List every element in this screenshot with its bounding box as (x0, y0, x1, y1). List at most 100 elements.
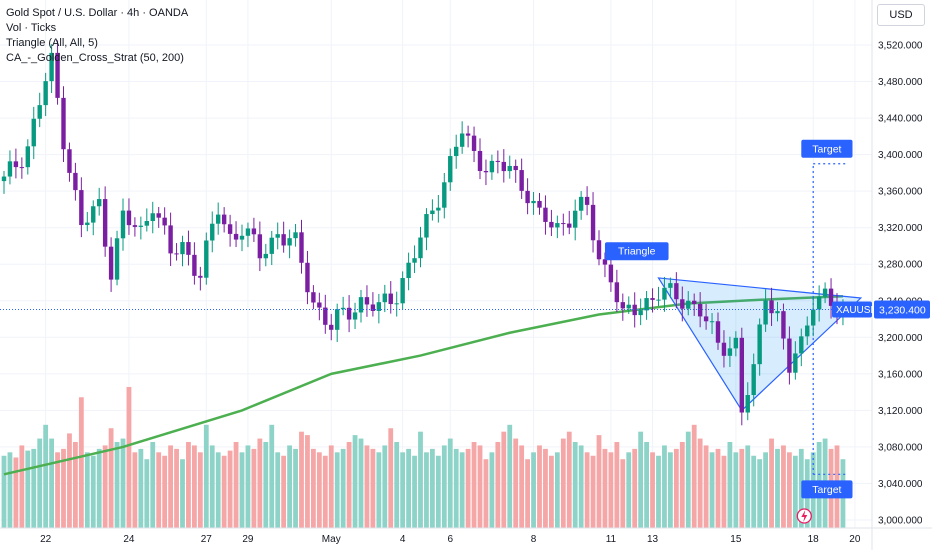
target-up-label: Target (801, 139, 853, 158)
candle (662, 276, 667, 312)
candle-body (632, 304, 637, 316)
candle-body (697, 304, 703, 317)
volume-bar (90, 455, 96, 528)
candle-body (323, 307, 328, 325)
currency-button[interactable]: USD (877, 4, 925, 26)
volume-bar (578, 445, 584, 528)
candle-body (751, 364, 756, 396)
indicator-volume[interactable]: Vol · Ticks (6, 22, 57, 34)
candle (757, 318, 762, 376)
volume-bar (543, 448, 548, 528)
candle-body (715, 321, 721, 343)
volume-bar (180, 459, 185, 528)
volume-bar (477, 445, 483, 528)
candle-body (584, 196, 590, 205)
candle-body (608, 264, 614, 283)
volume-bar (257, 438, 263, 528)
candle (340, 296, 346, 316)
volume-bar (787, 452, 792, 528)
candle-body (549, 221, 554, 228)
candle-body (257, 234, 263, 259)
volume-bar (418, 431, 423, 528)
candle (227, 214, 233, 247)
volume-bar (435, 455, 441, 528)
indicator-triangle[interactable]: Triangle (All, All, 5) (6, 37, 98, 49)
candle-body (680, 299, 685, 309)
candle (620, 293, 625, 321)
volume-bar (614, 442, 620, 528)
volume-bar (715, 448, 721, 528)
volume-bar (108, 428, 114, 528)
volume-bar (602, 448, 608, 528)
volume-bar (67, 433, 72, 528)
volume-bar (37, 438, 43, 528)
candle (43, 72, 48, 117)
candle (126, 198, 132, 235)
candle (61, 86, 66, 162)
candle (370, 292, 376, 317)
candle (412, 245, 417, 274)
candle (578, 191, 584, 220)
volume-bar (447, 438, 453, 528)
candle (816, 285, 822, 322)
symbol-title[interactable]: Gold Spot / U.S. Dollar · 4h · OANDA (6, 7, 189, 19)
volume-bar (501, 431, 507, 528)
candle-body (198, 275, 203, 278)
volume-bar (370, 448, 376, 528)
candle-body (543, 207, 548, 222)
candle-body (656, 299, 661, 301)
price-tick-label: 3,160.000 (878, 369, 923, 380)
candle (168, 212, 173, 267)
candle (299, 219, 304, 274)
volume-bar (584, 452, 590, 528)
volume-bar (305, 435, 310, 528)
price-tick-label: 3,320.000 (878, 223, 923, 234)
candle (596, 230, 602, 266)
candle-body (317, 302, 322, 308)
candle-body (733, 337, 739, 349)
candle-body (519, 170, 524, 191)
price-axis[interactable]: 3,000.000 3,040.000 3,080.000 3,120.000 3,16… (832, 0, 930, 550)
indicator-golden-cross[interactable]: CA_-_Golden_Cross_Strat (50, 200) (6, 52, 184, 64)
candle (1, 171, 7, 194)
chart-legend: Gold Spot / U.S. Dollar · 4h · OANDA Vol… (6, 6, 188, 66)
candle-body (721, 342, 727, 356)
target-up-label-text: Target (812, 143, 841, 155)
candle (709, 313, 715, 335)
volume-bar (513, 438, 519, 528)
candle (79, 177, 84, 238)
candle-body (513, 165, 518, 171)
candle (692, 293, 697, 316)
candle-body (501, 161, 506, 172)
candle (91, 200, 96, 236)
candle-body (25, 146, 30, 168)
volume-bar (138, 448, 144, 528)
candle (763, 289, 768, 332)
golden-cross-ma-line (3, 294, 844, 476)
time-tick-label: 4 (400, 534, 406, 545)
volume-bar (745, 445, 751, 528)
candle-body (144, 221, 149, 226)
candle (186, 230, 191, 266)
volume-bar (25, 450, 31, 528)
volume-bar (620, 459, 626, 528)
candle-body (67, 149, 72, 173)
candle (805, 316, 810, 346)
candle-body (442, 182, 447, 208)
candle-body (388, 293, 393, 305)
candle-body (364, 297, 370, 305)
candle-body (162, 217, 167, 226)
candle-body (769, 300, 774, 314)
candle (442, 172, 447, 219)
candle-body (483, 170, 489, 173)
candle-body (43, 81, 48, 106)
volume-bar (590, 455, 596, 528)
volume-bar (299, 431, 304, 528)
time-tick-label: 15 (730, 534, 742, 545)
candle-body (156, 213, 161, 218)
candle (13, 148, 19, 179)
time-axis[interactable]: 22 24 27 29 May 4 6 8 11 13 15 18 20 (0, 527, 932, 545)
candle-body (108, 246, 114, 280)
candle (507, 155, 512, 179)
